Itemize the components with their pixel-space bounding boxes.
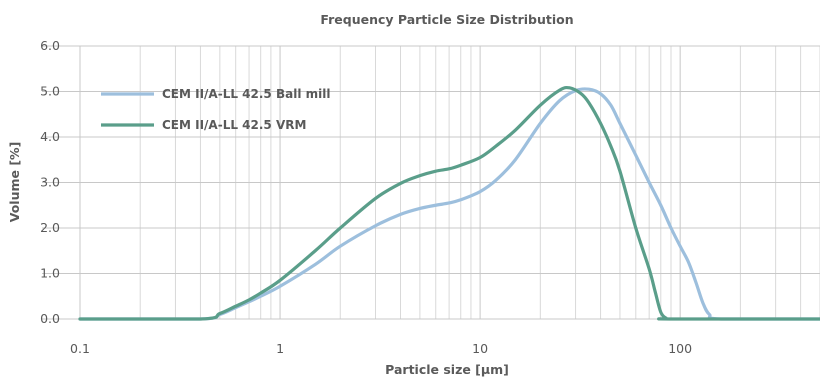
x-tick-label: 1 bbox=[276, 341, 284, 356]
series-line-1 bbox=[78, 87, 820, 321]
y-tick-label: 5.0 bbox=[40, 84, 60, 99]
series-lines bbox=[78, 85, 820, 321]
legend-label-1: CEM II/A-LL 42.5 Ball mill bbox=[162, 87, 330, 101]
x-axis-ticks: 0.1 1 10 100 bbox=[70, 341, 692, 356]
y-tick-label: 0.0 bbox=[40, 311, 60, 326]
y-axis-ticks: 0.0 1.0 2.0 3.0 4.0 5.0 6.0 bbox=[40, 38, 60, 326]
series-line-2 bbox=[78, 85, 820, 321]
x-axis-label: Particle size [µm] bbox=[385, 362, 509, 377]
y-tick-label: 3.0 bbox=[40, 175, 60, 190]
x-tick-label: 100 bbox=[668, 341, 692, 356]
legend: CEM II/A-LL 42.5 Ball mill CEM II/A-LL 42… bbox=[101, 87, 330, 132]
x-tick-label: 10 bbox=[472, 341, 488, 356]
legend-label-2: CEM II/A-LL 42.5 VRM bbox=[162, 118, 306, 132]
y-tick-label: 4.0 bbox=[40, 129, 60, 144]
chart-title: Frequency Particle Size Distribution bbox=[320, 12, 573, 27]
y-tick-label: 2.0 bbox=[40, 220, 60, 235]
y-axis-label: Volume [%] bbox=[7, 142, 22, 223]
gridlines bbox=[42, 45, 820, 320]
y-tick-label: 6.0 bbox=[40, 38, 60, 53]
y-tick-label: 1.0 bbox=[40, 266, 60, 281]
x-tick-label: 0.1 bbox=[70, 341, 90, 356]
